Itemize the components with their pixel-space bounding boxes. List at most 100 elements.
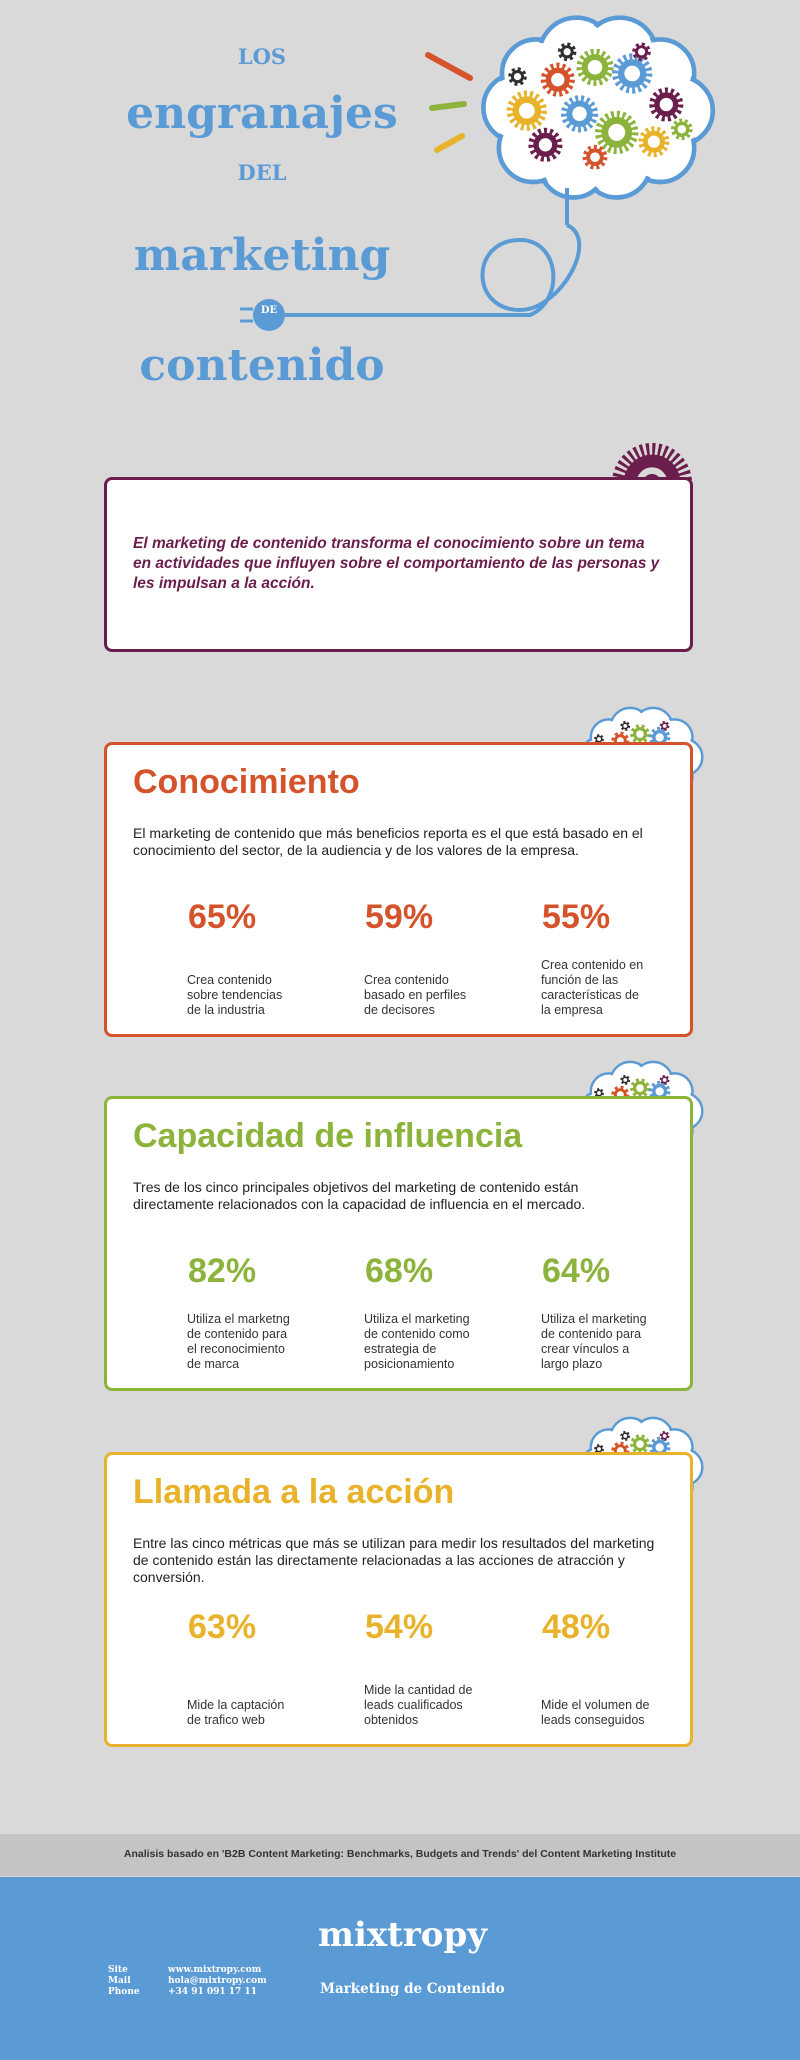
gear — [620, 1431, 631, 1441]
gear-teeth — [659, 1431, 670, 1441]
gear-teeth — [508, 67, 527, 86]
gear-teeth — [611, 1085, 630, 1104]
gear-ring — [621, 1076, 629, 1084]
gear-ring — [533, 132, 558, 157]
contact-label: Mail — [108, 1976, 131, 1986]
gear-teeth — [611, 1441, 630, 1460]
contact-label: Phone — [108, 1987, 140, 1997]
gear — [638, 126, 670, 158]
intro-text: El marketing de contenido transforma el … — [133, 535, 660, 592]
title-line: DEL — [237, 160, 287, 185]
source-note: Analisis basado en 'B2B Content Marketin… — [123, 1848, 677, 1860]
gear-teeth — [576, 48, 614, 86]
stat-value: 55% — [542, 898, 611, 936]
gear-teeth — [540, 62, 575, 97]
gear-teeth — [620, 720, 631, 731]
gear-teeth — [611, 731, 630, 750]
gear-ring — [634, 45, 649, 59]
brain-icon — [481, 15, 716, 200]
gear — [620, 1075, 631, 1085]
gear — [659, 1075, 670, 1085]
spark-line — [434, 133, 465, 153]
gear — [560, 95, 599, 133]
stat-value: 59% — [365, 898, 434, 936]
stat-value: 48% — [542, 1608, 611, 1646]
gear-teeth — [670, 118, 693, 141]
spark-line — [425, 52, 473, 81]
gear — [612, 53, 653, 94]
stat-text: Utiliza el marketng de contenido para el… — [187, 1312, 290, 1371]
stat-text: Crea contenido en función de las caracte… — [541, 958, 644, 1017]
section-box: Conocimiento El marketing de contenido qu… — [104, 742, 693, 1037]
gear-ring — [566, 100, 593, 128]
gear-teeth — [638, 126, 670, 158]
section-box: Capacidad de influencia Tres de los cinco… — [104, 1096, 693, 1391]
gear-teeth — [632, 42, 651, 62]
gear — [632, 42, 651, 62]
gear — [528, 127, 563, 162]
gear-ring — [617, 59, 647, 88]
intro-box: El marketing de contenido transforma el … — [104, 477, 693, 652]
gear — [620, 720, 631, 731]
gear — [582, 144, 608, 170]
gear-ring — [545, 67, 570, 92]
footer: mixtropy Marketing de Contenido Site www.… — [0, 1877, 800, 2060]
title-line: contenido — [139, 340, 385, 391]
tagline: Marketing de Contenido — [320, 1981, 505, 1997]
section-box: Llamada a la acción Entre las cinco métri… — [104, 1452, 693, 1747]
gear-ring — [512, 96, 542, 126]
stat-value: 82% — [188, 1252, 257, 1290]
title-line: marketing — [133, 230, 391, 281]
gear-teeth — [582, 144, 608, 170]
gear — [595, 110, 639, 155]
gear-teeth — [659, 1075, 670, 1085]
stat-value: 64% — [542, 1252, 611, 1290]
stat-value: 54% — [365, 1608, 434, 1646]
cord — [285, 188, 582, 317]
stat-text: Mide la captación de trafico web — [187, 1698, 285, 1727]
gear-teeth — [612, 53, 653, 94]
gear-ring — [633, 1081, 647, 1096]
stat-text: Utiliza el marketing de contenido como e… — [364, 1312, 470, 1371]
stat-value: 68% — [365, 1252, 434, 1290]
gear-teeth — [560, 95, 599, 133]
gear — [576, 48, 614, 86]
contact-value: hola@mixtropy.com — [168, 1976, 267, 1986]
gear-teeth — [528, 127, 563, 162]
gear-ring — [510, 69, 525, 84]
contact-value: +34 91 091 17 11 — [168, 1987, 257, 1997]
section-title: Llamada a la acción — [133, 1473, 455, 1511]
title-badge: DE — [260, 305, 278, 316]
gear-ring — [661, 1076, 669, 1084]
section-title: Conocimiento — [133, 763, 360, 801]
gear-ring — [661, 1432, 669, 1440]
contact-label: Site — [108, 1965, 128, 1975]
gear-ring — [581, 54, 609, 81]
gear — [670, 118, 693, 141]
gear-ring — [595, 735, 603, 743]
plug-pins — [240, 307, 253, 323]
section-text: Tres de los cinco principales objetivos … — [133, 1179, 586, 1212]
stat-text: Utiliza el marketing de contenido para c… — [541, 1312, 647, 1371]
plug — [253, 299, 285, 331]
gear-teeth — [620, 1431, 631, 1441]
gear — [649, 87, 684, 122]
stat-text: Mide el volumen de leads conseguidos — [541, 1698, 650, 1727]
gear-ring — [595, 1445, 603, 1453]
brand: mixtropy — [318, 1915, 487, 1955]
gear-teeth — [595, 110, 639, 155]
title-line: engranajes — [126, 88, 398, 139]
gear-ring — [560, 45, 574, 59]
gear-ring — [621, 722, 629, 730]
gear — [540, 62, 575, 97]
gear — [557, 42, 577, 62]
stat-value: 63% — [188, 1608, 257, 1646]
title-line: LOS — [237, 44, 287, 69]
gear-ring — [674, 121, 690, 138]
gear-ring — [586, 148, 604, 167]
gear-teeth — [649, 87, 684, 122]
contact-value: www.mixtropy.com — [168, 1965, 262, 1975]
gear-ring — [654, 92, 679, 117]
gear — [659, 1431, 670, 1441]
stat-value: 65% — [188, 898, 257, 936]
